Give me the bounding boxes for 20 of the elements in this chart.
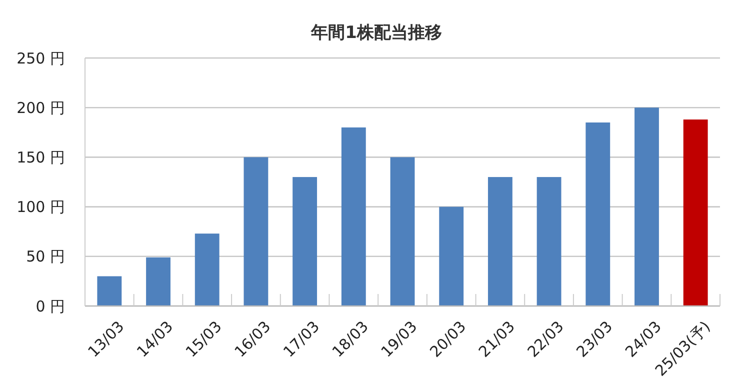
bar xyxy=(146,257,170,306)
bar xyxy=(586,122,610,306)
y-tick-label: 200 円 xyxy=(16,98,65,117)
bar xyxy=(244,157,268,306)
bar xyxy=(390,157,415,306)
y-tick-label: 150 円 xyxy=(16,148,65,166)
bar xyxy=(536,177,562,306)
bar xyxy=(683,120,708,306)
bar xyxy=(97,276,122,306)
bar xyxy=(341,127,366,306)
bar xyxy=(439,206,464,306)
bar xyxy=(292,177,318,306)
y-tick-label: 50 円 xyxy=(26,248,65,266)
y-tick-label: 250 円 xyxy=(16,49,65,68)
y-tick-label: 100 円 xyxy=(16,198,65,216)
chart-title: 年間1株配当推移 xyxy=(310,23,442,43)
bar xyxy=(488,177,512,306)
bar xyxy=(634,108,659,306)
y-tick-label: 0 円 xyxy=(36,297,65,316)
bar xyxy=(194,234,220,306)
